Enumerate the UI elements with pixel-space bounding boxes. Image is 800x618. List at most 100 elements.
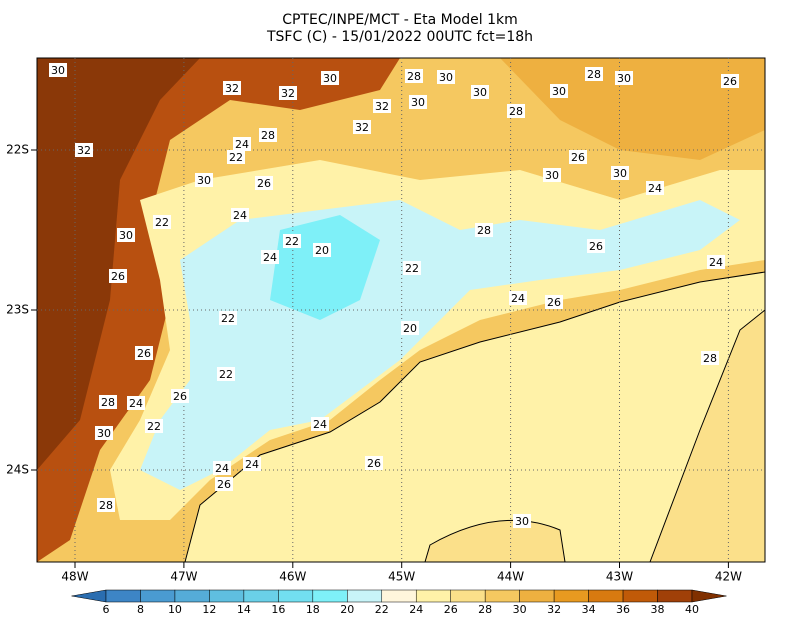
- contour-label-bg: [646, 181, 664, 195]
- contour-label: 30: [119, 229, 133, 242]
- contour-label-bg: [545, 295, 563, 309]
- colorbar-label: 12: [202, 603, 216, 616]
- contour-label-bg: [475, 223, 493, 237]
- contour-label: 24: [245, 458, 259, 471]
- contour-label-bg: [231, 208, 249, 222]
- colorbar-box: [519, 589, 555, 603]
- contour-label: 30: [617, 72, 631, 85]
- contour-label-bg: [513, 514, 531, 528]
- contour-label: 26: [723, 75, 737, 88]
- contour-label: 28: [703, 352, 717, 365]
- colorbar-box: [381, 589, 417, 603]
- contour-label: 20: [315, 244, 329, 257]
- colorbar-box: [657, 589, 693, 603]
- colorbar-label: 38: [651, 603, 665, 616]
- colorbar-box: [347, 589, 383, 603]
- contour-label: 26: [111, 270, 125, 283]
- contour-label: 24: [129, 397, 143, 410]
- colorbar-label: 28: [478, 603, 492, 616]
- contour-label-bg: [217, 367, 235, 381]
- contour-label-bg: [401, 321, 419, 335]
- colorbar-box: [484, 589, 520, 603]
- contour-label-bg: [215, 477, 233, 491]
- contour-label-bg: [171, 389, 189, 403]
- colorbar-label: 10: [168, 603, 182, 616]
- contour-label-bg: [569, 150, 587, 164]
- colorbar-box: [174, 589, 210, 603]
- contour-label-bg: [75, 143, 93, 157]
- contour-label: 30: [411, 96, 425, 109]
- contour-label: 26: [173, 390, 187, 403]
- contour-label-bg: [437, 70, 455, 84]
- colorbar-box: [622, 589, 658, 603]
- contour-label-bg: [471, 85, 489, 99]
- contour-label: 28: [477, 224, 491, 237]
- contour-label-bg: [313, 243, 331, 257]
- contour-label-bg: [95, 426, 113, 440]
- contour-label-bg: [707, 255, 725, 269]
- contour-label: 28: [509, 105, 523, 118]
- contour-label-bg: [117, 228, 135, 242]
- contour-label-bg: [145, 419, 163, 433]
- contour-label-bg: [233, 137, 251, 151]
- lon-label: 42W: [715, 570, 742, 584]
- warm-inland: [37, 58, 400, 562]
- contour-label: 30: [197, 174, 211, 187]
- contour-label-bg: [701, 351, 719, 365]
- contour-label-bg: [543, 168, 561, 182]
- contour-label: 28: [407, 70, 421, 83]
- contour-label: 24: [233, 209, 247, 222]
- contour-label-bg: [507, 104, 525, 118]
- colorbar-box: [312, 589, 348, 603]
- contour-label: 22: [147, 420, 161, 433]
- contour-label-bg: [261, 250, 279, 264]
- contour-label-bg: [550, 84, 568, 98]
- contour-label: 30: [323, 72, 337, 85]
- contour-label: 30: [51, 64, 65, 77]
- contour-label-bg: [227, 150, 245, 164]
- contour-label-bg: [405, 69, 423, 83]
- colorbar-box: [105, 589, 141, 603]
- contour-label: 30: [552, 85, 566, 98]
- contour-label-bg: [223, 81, 241, 95]
- contour-label-bg: [279, 86, 297, 100]
- contour-label: 26: [217, 478, 231, 491]
- hot-inland: [37, 58, 200, 470]
- lon-label: 46W: [279, 570, 306, 584]
- contour-label: 22: [229, 151, 243, 164]
- colorbar-label: 14: [237, 603, 251, 616]
- contour-label-bg: [509, 291, 527, 305]
- contour-label-bg: [365, 456, 383, 470]
- colorbar-label: 40: [685, 603, 699, 616]
- contour-label-bg: [585, 67, 603, 81]
- contour-label: 22: [219, 368, 233, 381]
- contour-label: 24: [709, 256, 723, 269]
- lat-label: 22S: [6, 143, 29, 157]
- contour-label: 26: [137, 347, 151, 360]
- contour-label-bg: [409, 95, 427, 109]
- contour-label-bg: [259, 128, 277, 142]
- contour-label-bg: [373, 99, 391, 113]
- contour-label: 30: [515, 515, 529, 528]
- contour-label: 30: [439, 71, 453, 84]
- contour-label: 20: [403, 322, 417, 335]
- contour-label: 28: [587, 68, 601, 81]
- contour-label: 26: [257, 177, 271, 190]
- colorbar-high: [691, 589, 727, 603]
- contour-label: 24: [263, 251, 277, 264]
- subtitle: TSFC (C) - 15/01/2022 00UTC fct=18h: [266, 29, 533, 45]
- contour-label: 24: [511, 292, 525, 305]
- ocean: [184, 271, 765, 562]
- colorbar-box: [415, 589, 451, 603]
- contour-label-bg: [611, 166, 629, 180]
- contour-label: 26: [547, 296, 561, 309]
- lon-label: 48W: [61, 570, 88, 584]
- contour-label-bg: [243, 457, 261, 471]
- colorbar-low: [71, 589, 107, 603]
- colorbar-box: [278, 589, 314, 603]
- colorbar-box: [209, 589, 245, 603]
- colorbar-label: 34: [582, 603, 596, 616]
- contour-label: 30: [473, 86, 487, 99]
- contour-label: 32: [77, 144, 91, 157]
